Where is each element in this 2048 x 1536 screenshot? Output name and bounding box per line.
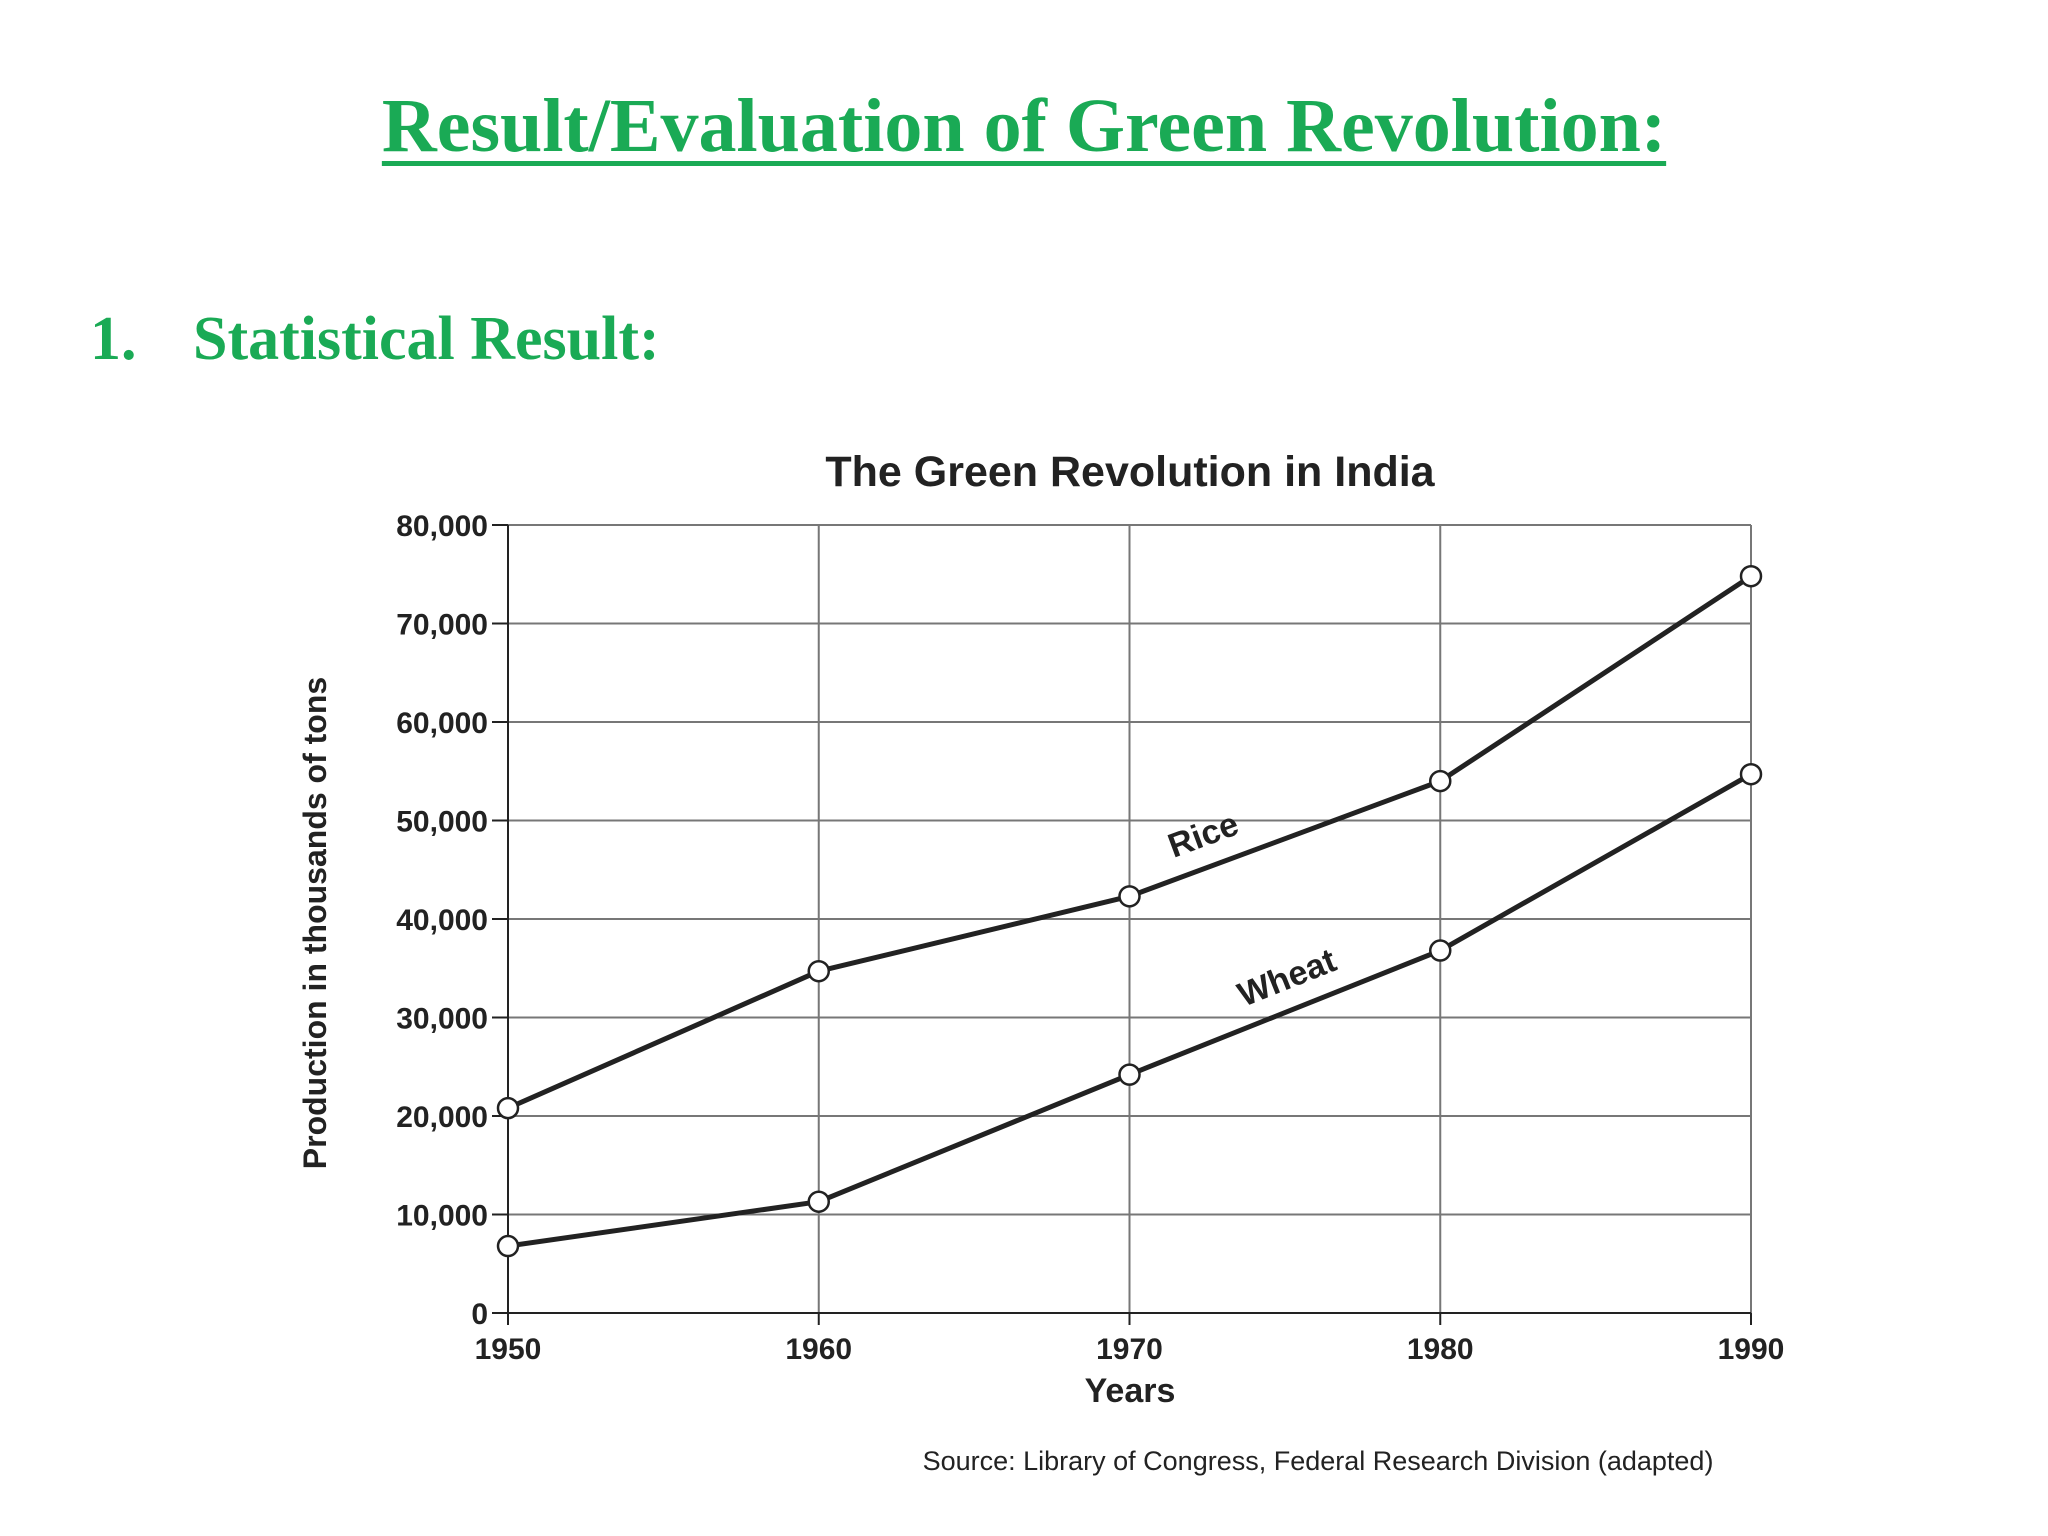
- y-tick-label: 10,000: [396, 1200, 488, 1233]
- wheat-data-point: [496, 1234, 520, 1258]
- rice-data-point: [1739, 564, 1763, 588]
- y-tick-label: 0: [471, 1298, 488, 1331]
- wheat-data-point: [1739, 762, 1763, 786]
- grid-lines: [508, 524, 1752, 1313]
- section-heading: 1. Statistical Result:: [90, 305, 660, 373]
- section-number: 1.: [90, 305, 137, 373]
- x-tick-label: 1990: [1718, 1333, 1785, 1366]
- rice-data-point: [496, 1096, 520, 1120]
- rice-data-point: [1429, 769, 1452, 793]
- wheat-data-point: [1118, 1063, 1141, 1086]
- chart-title: The Green Revolution in India: [825, 448, 1435, 496]
- y-tick-label: 70,000: [396, 609, 488, 642]
- x-tick-label: 1950: [475, 1333, 542, 1366]
- data-markers: [496, 564, 1763, 1258]
- rice-data-point: [807, 959, 830, 983]
- y-tick-label: 60,000: [396, 707, 488, 740]
- y-axis-label: Production in thousands of tons: [297, 677, 333, 1169]
- y-tick-label: 30,000: [396, 1003, 488, 1036]
- y-tick-label: 40,000: [396, 904, 488, 937]
- y-tick-label: 50,000: [396, 806, 488, 839]
- x-tick-label: 1970: [1096, 1333, 1163, 1366]
- section-heading-text: Statistical Result:: [193, 305, 660, 373]
- axes: [492, 524, 1752, 1325]
- x-tick-label: 1960: [785, 1333, 852, 1366]
- wheat-data-point: [1429, 939, 1452, 962]
- tick-labels: 0 10,000 20,000 30,000 40,000 50,000 60,000 70,…: [396, 510, 1784, 1366]
- wheat-series-label: Wheat: [1233, 941, 1342, 1014]
- wheat-data-point: [807, 1190, 830, 1213]
- x-axis-label: Years: [1085, 1372, 1176, 1410]
- slide-title: Result/Evaluation of Green Revolution:: [381, 84, 1667, 168]
- y-tick-label: 80,000: [396, 510, 488, 543]
- rice-data-point: [1118, 885, 1141, 908]
- chart-source-note: Source: Library of Congress, Federal Res…: [923, 1446, 1714, 1476]
- y-tick-label: 20,000: [396, 1101, 488, 1134]
- x-tick-label: 1980: [1407, 1333, 1474, 1366]
